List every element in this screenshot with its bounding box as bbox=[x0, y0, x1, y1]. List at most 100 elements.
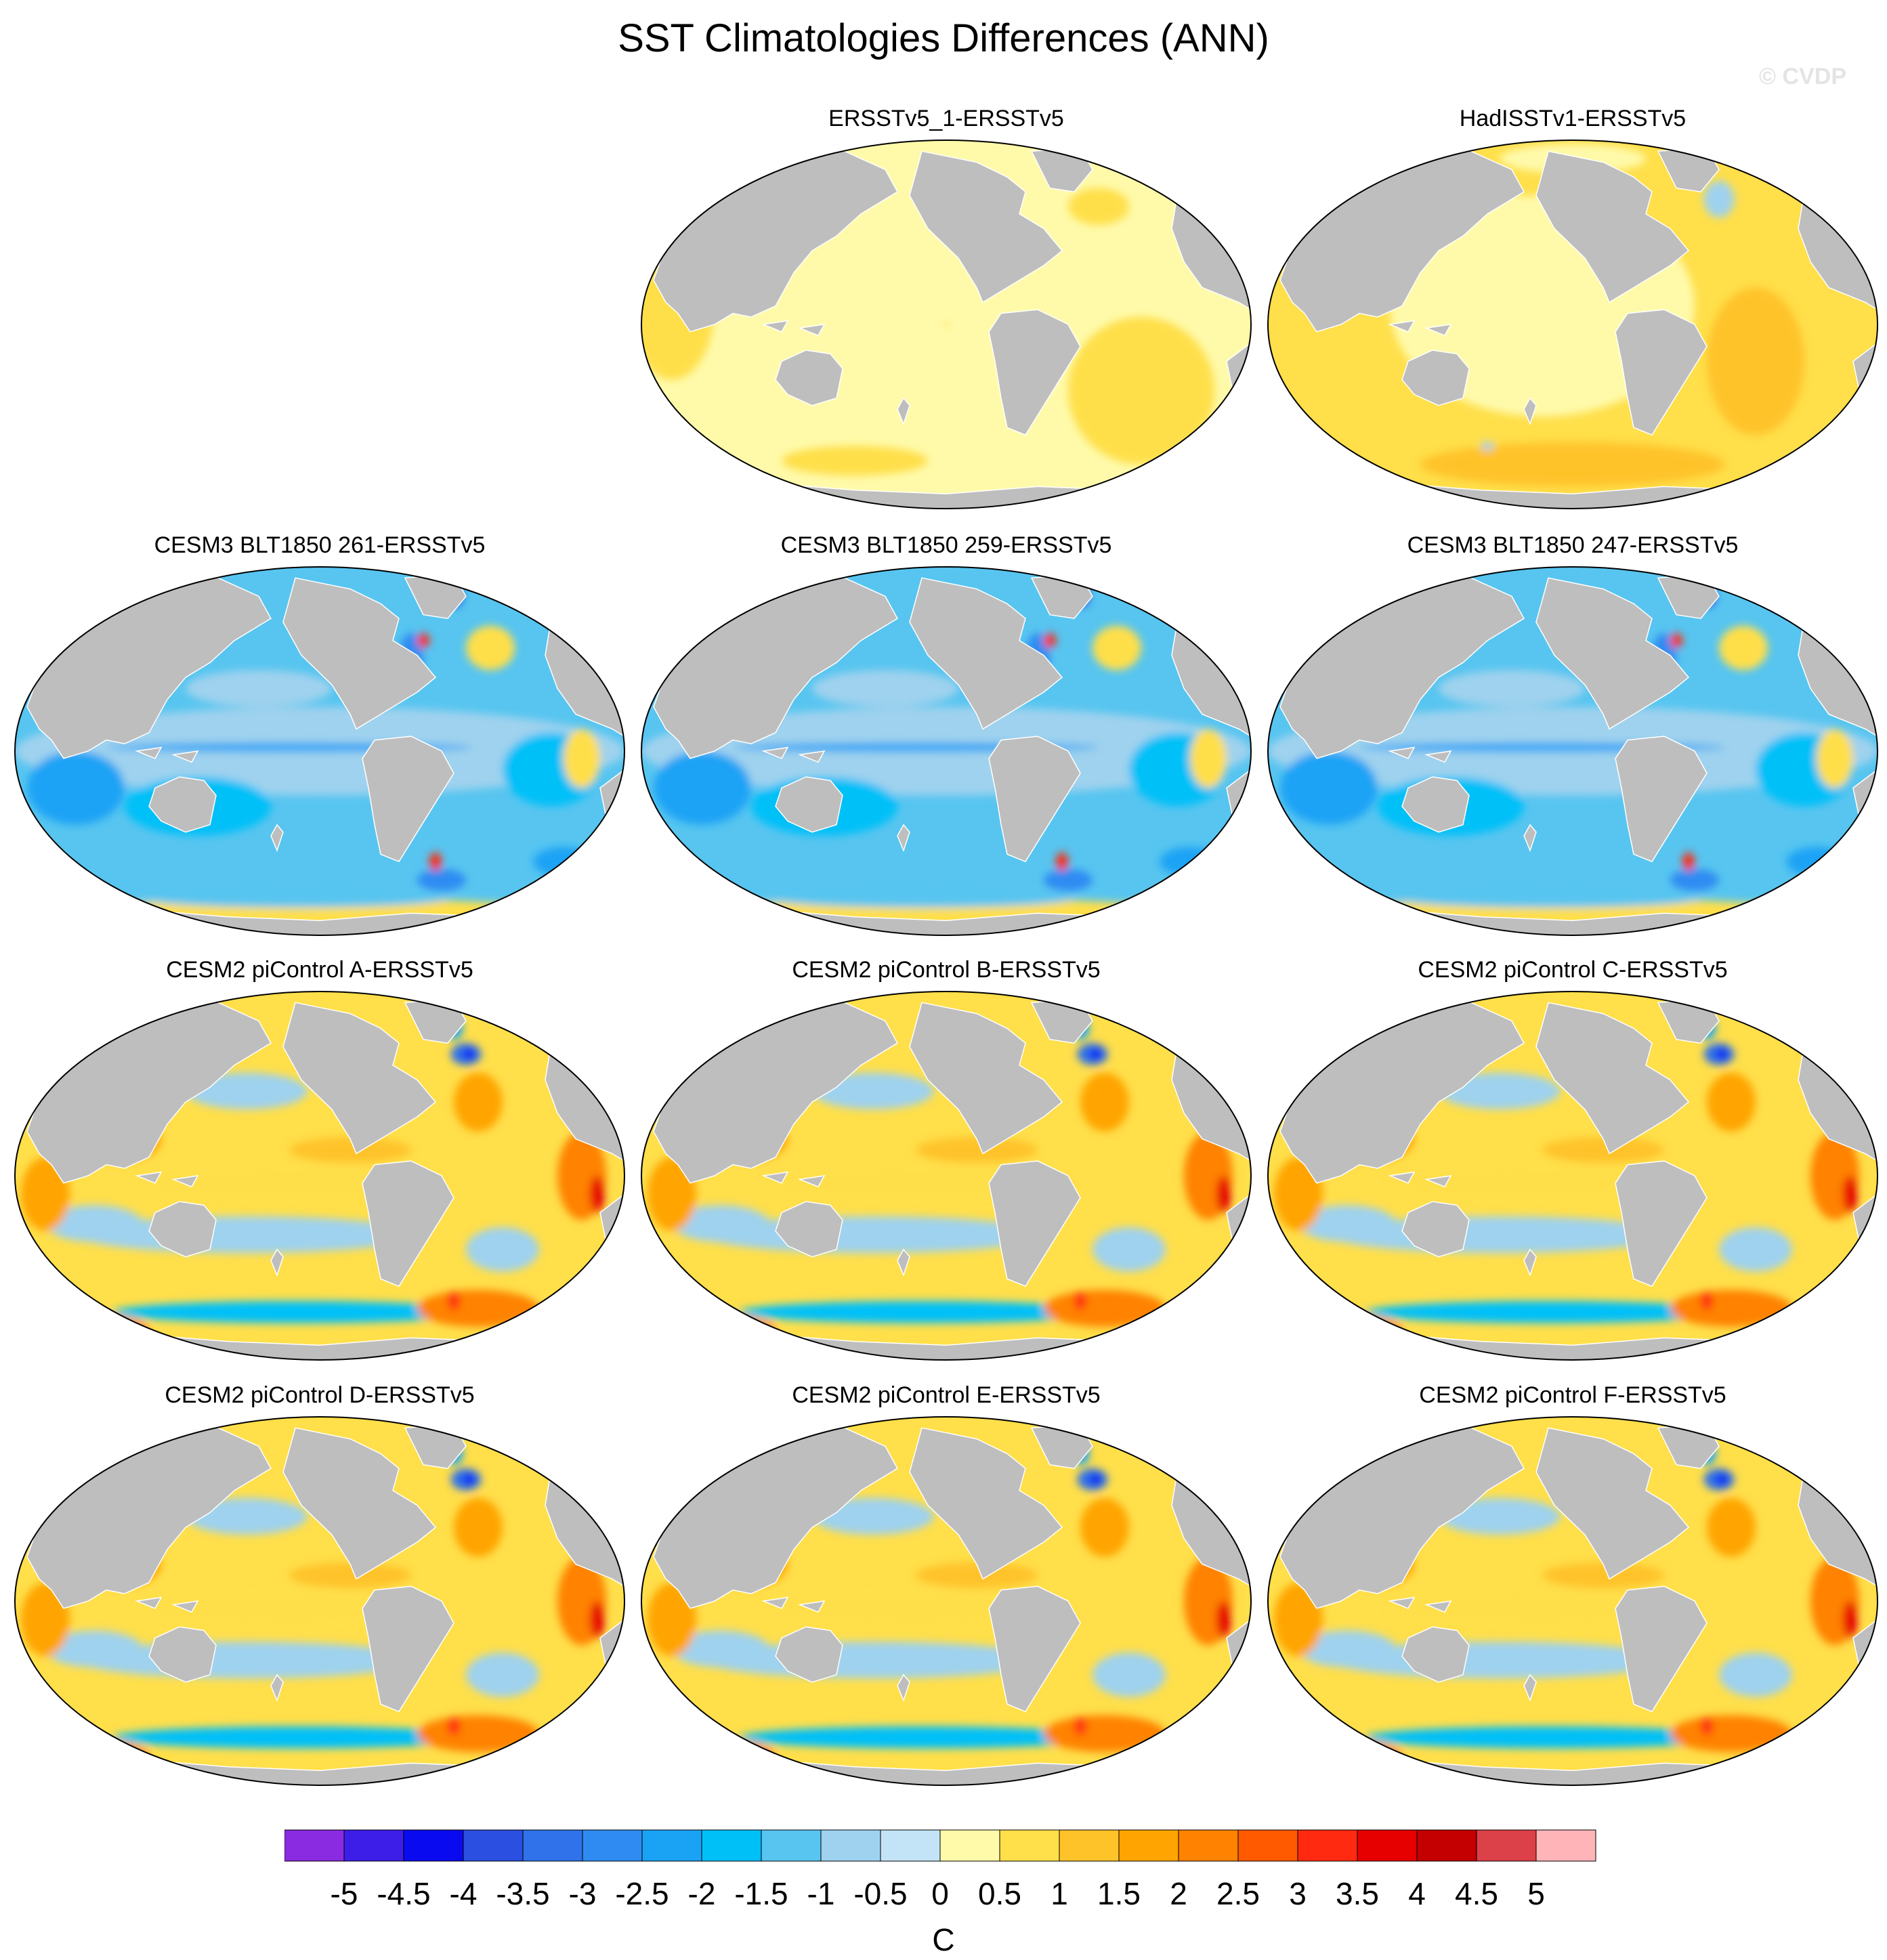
anomaly-contour bbox=[21, 1157, 70, 1231]
anomaly-contour bbox=[1719, 626, 1768, 670]
land-mass bbox=[282, 1427, 437, 1580]
land-mass bbox=[761, 746, 789, 759]
anomaly-contour bbox=[1719, 1227, 1792, 1272]
anomaly-contour bbox=[739, 1424, 788, 1436]
anomaly-contour bbox=[186, 670, 332, 707]
panel-title: CESM2 piControl A-ERSSTv5 bbox=[166, 957, 473, 983]
colorbar-swatch bbox=[1178, 1829, 1239, 1862]
anomaly-contour bbox=[1274, 1582, 1323, 1657]
colorbar-swatch bbox=[463, 1829, 524, 1862]
land-mass bbox=[135, 746, 163, 759]
anomaly-contour bbox=[1719, 1653, 1792, 1697]
anomaly-contour bbox=[1842, 1176, 1858, 1213]
land-mass bbox=[798, 1175, 826, 1188]
colorbar-tick-label: -0.5 bbox=[853, 1876, 907, 1911]
colorbar-swatch bbox=[1476, 1829, 1537, 1862]
land-mass bbox=[1523, 397, 1537, 426]
anomaly-contour bbox=[1481, 441, 1493, 451]
anomaly-contour bbox=[1670, 633, 1682, 648]
anomaly-contour bbox=[1703, 180, 1735, 218]
anomaly-contour bbox=[1542, 1562, 1664, 1588]
anomaly-contour bbox=[1080, 1072, 1129, 1132]
land-mass bbox=[988, 1585, 1081, 1713]
colorbar-swatch bbox=[1416, 1829, 1477, 1862]
anomaly-contour bbox=[1089, 1048, 1102, 1060]
colorbar-swatch bbox=[880, 1829, 941, 1862]
anomaly-contour bbox=[1305, 1315, 1402, 1346]
anomaly-contour bbox=[112, 998, 161, 1010]
colorbar-tick-label: -1.5 bbox=[734, 1876, 788, 1911]
colorbar: -5 -4.5 -4 -3.5 -3 -2.5 -2 -1.5 -1 -0.5 0 0.5 1 1.5 2 2… bbox=[284, 1829, 1596, 1911]
anomaly-contour bbox=[466, 626, 515, 670]
anomaly-contour bbox=[1093, 626, 1141, 670]
anomaly-contour bbox=[1365, 1726, 1731, 1749]
land-mass bbox=[798, 324, 826, 337]
anomaly-contour bbox=[812, 670, 958, 707]
sst-difference-map bbox=[14, 1416, 625, 1786]
sst-difference-map bbox=[641, 991, 1252, 1361]
map-outline bbox=[1267, 1416, 1878, 1786]
map-outline bbox=[1267, 140, 1878, 509]
colorbar-tick-label: -3.5 bbox=[496, 1876, 549, 1911]
sst-difference-map bbox=[641, 566, 1252, 936]
anomaly-contour bbox=[739, 1300, 1105, 1323]
colorbar-swatch bbox=[701, 1829, 762, 1862]
land-mass bbox=[1615, 1160, 1708, 1287]
map-outline bbox=[14, 566, 625, 936]
anomaly-contour bbox=[782, 446, 928, 476]
colorbar-swatch bbox=[403, 1829, 464, 1862]
anomaly-contour bbox=[289, 1136, 411, 1163]
colorbar-tick-label: -2.5 bbox=[615, 1876, 669, 1911]
anomaly-contour bbox=[654, 751, 751, 825]
colorbar-tick-label: 3.5 bbox=[1336, 1876, 1379, 1911]
panel-title: CESM3 BLT1850 259-ERSSTv5 bbox=[780, 532, 1112, 558]
anomaly-contour bbox=[1317, 1750, 1365, 1769]
anomaly-contour bbox=[1274, 1157, 1323, 1231]
land-mass bbox=[1535, 150, 1690, 303]
land-mass bbox=[148, 1626, 217, 1683]
anomaly-contour bbox=[1305, 1741, 1402, 1771]
land-mass bbox=[897, 1674, 910, 1703]
anomaly-contour bbox=[769, 889, 1074, 908]
sst-difference-map bbox=[14, 991, 625, 1361]
land-mass bbox=[362, 1585, 454, 1713]
anomaly-contour bbox=[466, 1653, 539, 1697]
anomaly-contour bbox=[739, 998, 788, 1010]
anomaly-contour bbox=[119, 574, 167, 586]
land-mass bbox=[135, 1596, 163, 1609]
colorbar-tick-label: 4 bbox=[1408, 1876, 1426, 1911]
land-mass bbox=[135, 1171, 163, 1184]
anomaly-contour bbox=[739, 1726, 1105, 1749]
anomaly-contour bbox=[1372, 574, 1420, 586]
anomaly-contour bbox=[678, 1741, 776, 1771]
land-mass bbox=[1401, 349, 1470, 406]
anomaly-contour bbox=[417, 1715, 539, 1753]
colorbar-swatch bbox=[820, 1829, 881, 1862]
anomaly-contour bbox=[1420, 442, 1725, 487]
land-mass bbox=[1401, 776, 1470, 833]
land-mass bbox=[798, 1600, 826, 1613]
panel-title: CESM2 piControl F-ERSSTv5 bbox=[1419, 1382, 1726, 1408]
land-mass bbox=[897, 1248, 910, 1277]
anomaly-contour bbox=[1298, 1630, 1396, 1667]
land-mass bbox=[1615, 309, 1708, 436]
anomaly-contour bbox=[1842, 1601, 1858, 1638]
land-mass bbox=[148, 776, 217, 833]
anomaly-contour bbox=[1056, 852, 1068, 871]
map-panel: CESM2 piControl B-ERSSTv5 bbox=[635, 956, 1258, 1373]
anomaly-contour bbox=[1068, 317, 1214, 465]
land-mass bbox=[909, 150, 1063, 303]
map-panel: CESM3 BLT1850 261-ERSSTv5 bbox=[8, 532, 631, 949]
map-outline bbox=[1267, 991, 1878, 1361]
anomaly-contour bbox=[21, 1582, 70, 1657]
land-mass bbox=[270, 824, 284, 853]
anomaly-contour bbox=[45, 1205, 143, 1242]
land-mass bbox=[362, 736, 454, 863]
colorbar-tick-label: 2 bbox=[1170, 1876, 1187, 1911]
map-outline bbox=[641, 566, 1252, 936]
anomaly-contour bbox=[1068, 188, 1129, 226]
map-panel: CESM3 BLT1850 259-ERSSTv5 bbox=[635, 532, 1258, 949]
colorbar-tick-label: -4 bbox=[450, 1876, 478, 1911]
land-mass bbox=[761, 1171, 789, 1184]
anomaly-contour bbox=[745, 574, 794, 586]
